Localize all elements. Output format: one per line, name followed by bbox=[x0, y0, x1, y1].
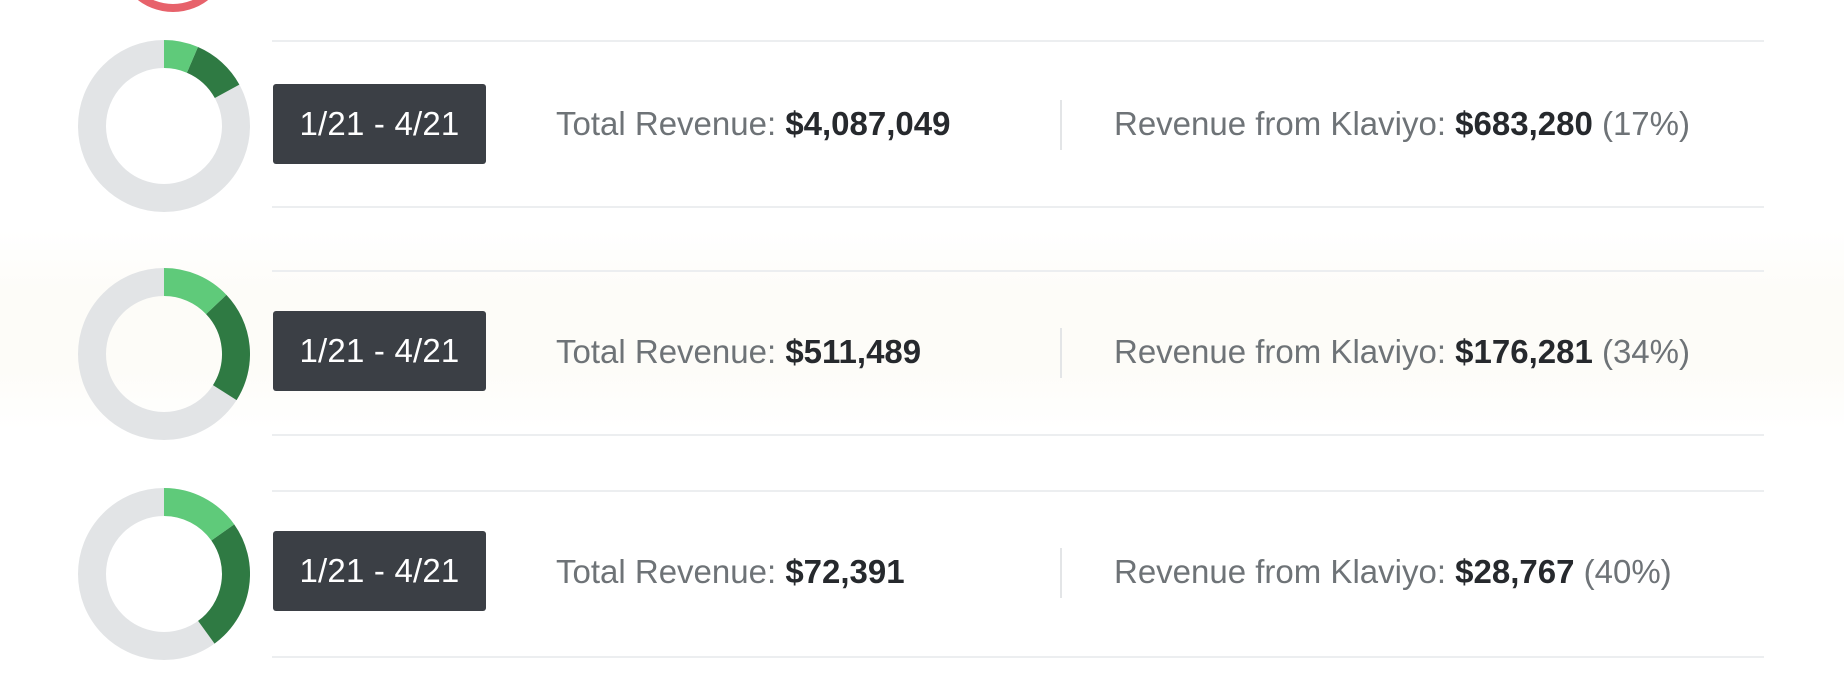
row-rule-bottom bbox=[272, 656, 1764, 658]
total-revenue-label: Total Revenue: bbox=[556, 333, 777, 370]
metric-divider bbox=[1060, 548, 1062, 598]
donut-segment-dark bbox=[205, 294, 250, 401]
klaviyo-revenue-percent: (40%) bbox=[1583, 553, 1672, 590]
top-circle-icon bbox=[118, 0, 228, 12]
revenue-donut-chart bbox=[78, 268, 250, 440]
total-revenue-value: $511,489 bbox=[785, 333, 922, 370]
donut-segment-light bbox=[163, 40, 198, 73]
klaviyo-revenue-label: Revenue from Klaviyo: bbox=[1114, 105, 1446, 142]
total-revenue: Total Revenue: $511,489 bbox=[556, 332, 921, 372]
total-revenue-value: $72,391 bbox=[785, 553, 905, 590]
total-revenue-value: $4,087,049 bbox=[785, 105, 951, 142]
klaviyo-revenue-label: Revenue from Klaviyo: bbox=[1114, 553, 1446, 590]
total-revenue: Total Revenue: $4,087,049 bbox=[556, 104, 950, 144]
total-revenue-label: Total Revenue: bbox=[556, 105, 777, 142]
date-range-badge[interactable]: 1/21 - 4/21 bbox=[273, 311, 486, 391]
klaviyo-revenue: Revenue from Klaviyo: $176,281 (34%) bbox=[1114, 332, 1690, 372]
klaviyo-revenue-value: $683,280 bbox=[1455, 105, 1593, 142]
klaviyo-revenue-label: Revenue from Klaviyo: bbox=[1114, 333, 1446, 370]
metric-divider bbox=[1060, 328, 1062, 378]
row-rule-top bbox=[272, 270, 1764, 272]
date-range-badge[interactable]: 1/21 - 4/21 bbox=[273, 84, 486, 164]
donut-segment-dark bbox=[197, 524, 250, 644]
revenue-donut-chart bbox=[78, 488, 250, 660]
date-range-badge[interactable]: 1/21 - 4/21 bbox=[273, 531, 486, 611]
row-rule-top-2 bbox=[272, 490, 1764, 492]
klaviyo-revenue: Revenue from Klaviyo: $28,767 (40%) bbox=[1114, 552, 1672, 592]
revenue-donut-chart bbox=[78, 40, 250, 212]
klaviyo-revenue: Revenue from Klaviyo: $683,280 (17%) bbox=[1114, 104, 1690, 144]
revenue-row-1: 1/21 - 4/21 Total Revenue: $4,087,049 Re… bbox=[0, 30, 1844, 230]
row-rule-top bbox=[272, 434, 1764, 436]
donut-segment-light bbox=[163, 488, 235, 541]
revenue-row-3: 1/21 - 4/21 Total Revenue: $72,391 Reven… bbox=[0, 430, 1844, 660]
metric-divider bbox=[1060, 100, 1062, 150]
klaviyo-revenue-value: $176,281 bbox=[1455, 333, 1593, 370]
donut-segment-light bbox=[163, 268, 227, 315]
revenue-row-2: 1/21 - 4/21 Total Revenue: $511,489 Reve… bbox=[0, 230, 1844, 440]
donut-segment-dark bbox=[186, 46, 240, 99]
row-rule-top bbox=[272, 40, 1764, 42]
klaviyo-revenue-value: $28,767 bbox=[1455, 553, 1575, 590]
klaviyo-revenue-percent: (34%) bbox=[1601, 333, 1690, 370]
total-revenue-label: Total Revenue: bbox=[556, 553, 777, 590]
row-rule-bottom bbox=[272, 206, 1764, 208]
total-revenue: Total Revenue: $72,391 bbox=[556, 552, 905, 592]
klaviyo-revenue-percent: (17%) bbox=[1601, 105, 1690, 142]
